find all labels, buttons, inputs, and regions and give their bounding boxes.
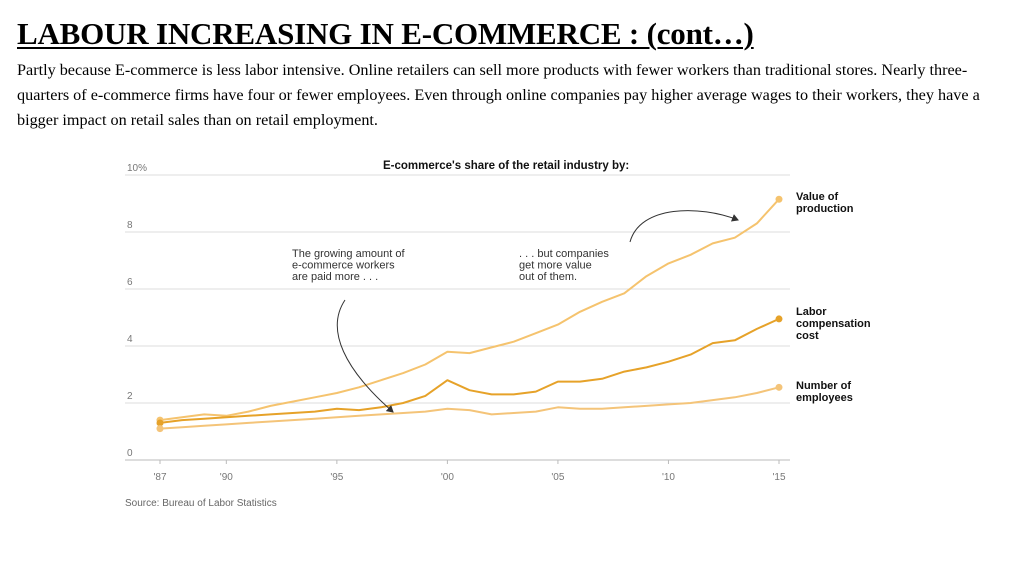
series-end-point bbox=[775, 195, 783, 203]
annotation-arrow-value bbox=[629, 210, 739, 243]
x-tick-label: '00 bbox=[441, 472, 454, 483]
slide-title: LABOUR INCREASING IN E-COMMERCE : (cont…… bbox=[17, 16, 754, 51]
series-label-value-of: Value of production bbox=[796, 191, 854, 215]
series-end-point bbox=[775, 315, 783, 323]
annotation-text-1: The growing amount of e-commerce workers a… bbox=[292, 248, 405, 283]
series-label-labor: Labor compensation cost bbox=[796, 306, 871, 342]
annotation-text-2: . . . but companies get more value out of … bbox=[519, 248, 609, 283]
series-line-labor bbox=[159, 317, 780, 424]
series-end-point bbox=[775, 383, 783, 391]
series-lines bbox=[156, 195, 783, 433]
series-line-number-of bbox=[159, 386, 780, 430]
chart-source: Source: Bureau of Labor Statistics bbox=[125, 498, 277, 509]
slide-body-text: Partly because E-commerce is less labor … bbox=[17, 61, 980, 129]
annotation-arrow-workers bbox=[336, 299, 394, 413]
y-tick-label: 6 bbox=[127, 277, 133, 288]
annotations: The growing amount of e-commerce workers a… bbox=[292, 248, 609, 283]
series-label-number-of: Number of employees bbox=[796, 380, 853, 404]
y-axis-ticks: 0 2 4 6 8 10% bbox=[127, 163, 147, 459]
x-tick-label: '87 bbox=[153, 472, 166, 483]
x-tick-label: '95 bbox=[330, 472, 343, 483]
x-axis-ticks: '87 '90 '95 '00 '05 '10 '15 bbox=[153, 460, 786, 483]
y-tick-label: 4 bbox=[127, 334, 133, 345]
x-tick-label: '90 bbox=[220, 472, 233, 483]
series-start-point bbox=[156, 425, 164, 433]
y-tick-label: 10% bbox=[127, 163, 147, 174]
series-labels: Value of production Labor compensation cost N… bbox=[796, 191, 871, 404]
y-tick-label: 8 bbox=[127, 220, 133, 231]
x-tick-label: '10 bbox=[662, 472, 675, 483]
x-tick-label: '15 bbox=[772, 472, 785, 483]
chart-title: E-commerce's share of the retail industr… bbox=[383, 160, 629, 172]
x-tick-label: '05 bbox=[551, 472, 564, 483]
series-start-point bbox=[156, 419, 164, 427]
y-tick-label: 0 bbox=[127, 448, 133, 459]
series-line-value-of bbox=[159, 198, 780, 422]
y-tick-label: 2 bbox=[127, 391, 133, 402]
